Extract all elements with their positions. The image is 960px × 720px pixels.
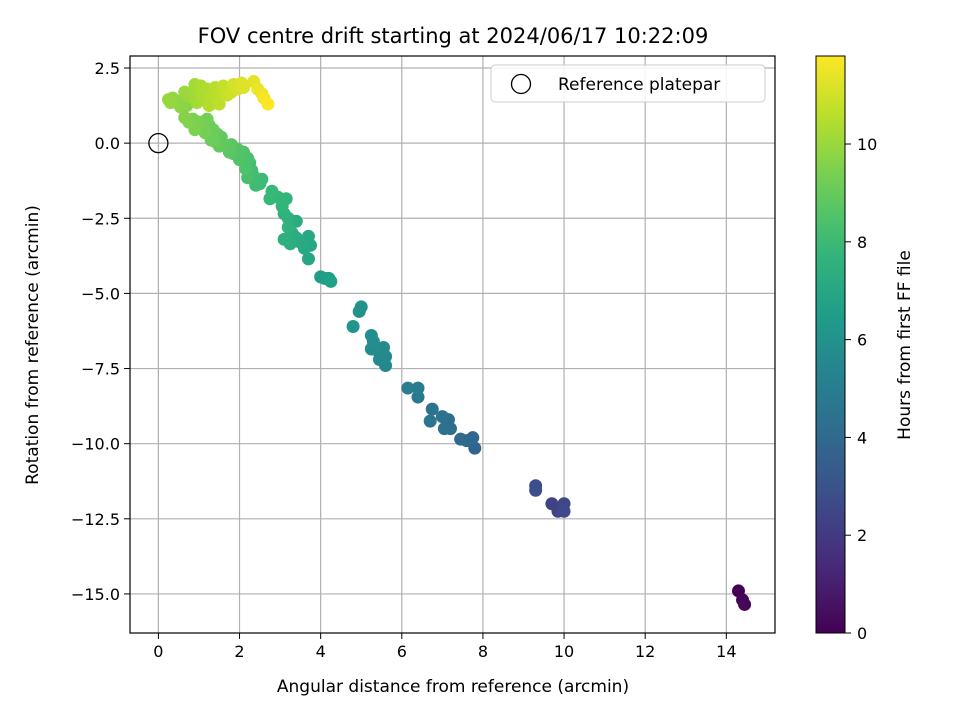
data-point — [411, 381, 425, 395]
data-point — [401, 381, 415, 395]
data-point — [454, 432, 468, 446]
data-point — [237, 81, 251, 95]
grid — [130, 56, 775, 633]
data-point — [324, 274, 338, 288]
data-point — [202, 99, 216, 113]
data-point — [265, 184, 279, 198]
colorbar-tick-label: 6 — [857, 331, 867, 350]
y-tick-label: −5.0 — [81, 284, 120, 303]
colorbar-tick-label: 2 — [857, 526, 867, 545]
legend-box — [490, 64, 766, 103]
data-point — [178, 111, 192, 125]
x-tick-label: 4 — [316, 642, 326, 661]
y-tick-label: −7.5 — [81, 360, 120, 379]
data-point — [277, 232, 291, 246]
colorbar — [815, 55, 846, 634]
data-point — [162, 93, 176, 107]
data-point — [281, 220, 295, 234]
y-axis-label: Rotation from reference (arcmin) — [23, 205, 43, 485]
scatter-points — [148, 75, 752, 611]
colorbar-label: Hours from first FF file — [895, 250, 915, 440]
x-tick-label: 8 — [478, 642, 488, 661]
colorbar-tick-label: 4 — [857, 428, 867, 447]
y-tick-label: −2.5 — [81, 209, 120, 228]
plot-frame — [129, 55, 776, 634]
y-tick-label: 0.0 — [95, 134, 120, 153]
data-point — [425, 402, 439, 416]
data-point — [529, 483, 543, 497]
data-point — [423, 414, 437, 428]
x-tick-label: 12 — [635, 642, 655, 661]
colorbar-tick-label: 0 — [857, 624, 867, 643]
x-tick-label: 10 — [554, 642, 574, 661]
x-axis-label: Angular distance from reference (arcmin) — [277, 677, 629, 697]
data-point — [411, 390, 425, 404]
data-point — [437, 422, 451, 436]
data-point — [738, 597, 752, 611]
colorbar-tick-label: 10 — [857, 135, 877, 154]
data-point — [364, 328, 378, 342]
data-point — [435, 410, 449, 424]
x-tick-label: 0 — [153, 642, 163, 661]
legend-marker-icon — [510, 73, 532, 95]
y-tick-label: −12.5 — [71, 510, 120, 529]
data-point — [301, 252, 315, 266]
reference-platepar-marker — [148, 133, 169, 154]
x-tick-label: 6 — [397, 642, 407, 661]
legend: Reference platepar — [490, 64, 766, 103]
colorbar-tick-label: 8 — [857, 233, 867, 252]
data-point — [212, 97, 226, 111]
x-tick-label: 14 — [716, 642, 736, 661]
data-point — [354, 300, 368, 314]
y-tick-label: −15.0 — [71, 585, 120, 604]
axes-ticks: 0 2 4 6 8 10 12 14 2.5 0.0 −2.5 −5.0 −7.5 −10.0 −12.5 −… — [71, 59, 737, 661]
data-point — [346, 319, 360, 333]
y-tick-label: −10.0 — [71, 435, 120, 454]
x-tick-label: 2 — [234, 642, 244, 661]
colorbar-ticks: 0 2 4 6 8 10 — [845, 135, 877, 643]
legend-label: Reference platepar — [558, 75, 720, 95]
data-point — [557, 504, 571, 518]
y-tick-label: 2.5 — [95, 59, 120, 78]
chart-title: FOV centre drift starting at 2024/06/17 … — [198, 24, 709, 48]
data-point — [261, 97, 275, 111]
